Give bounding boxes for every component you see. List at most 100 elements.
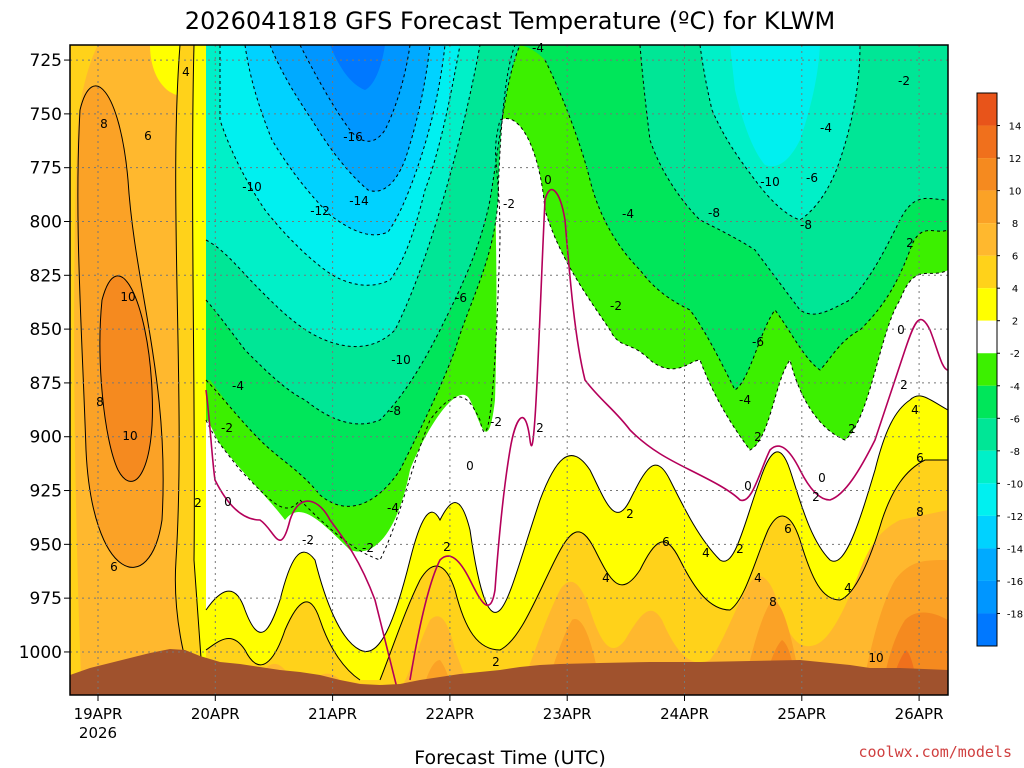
colorbar-bin (977, 158, 997, 191)
contour-dashed (244, 45, 446, 236)
y-tick-label: 900 (30, 428, 62, 448)
colorbar-bin (977, 125, 997, 159)
grid-lines (70, 45, 948, 695)
terrain (70, 649, 948, 695)
contour-label: -14 (349, 194, 369, 208)
contour-label: 2 (194, 496, 202, 510)
contour-label: 2 (900, 378, 908, 392)
y-axis: 725 750 775 800 825 850 875 900 925 950 975 1000 (19, 51, 70, 663)
contour-dashed (269, 45, 431, 192)
contour-label: -10 (391, 353, 411, 367)
y-tick-label: 925 (30, 482, 62, 502)
band-cold-18-20 (330, 45, 385, 90)
colorbar-tick-label: -2 (1010, 349, 1020, 360)
colorbar-bin (977, 483, 997, 516)
colorbar-bin (977, 580, 997, 614)
contour-label: 2 (848, 422, 856, 436)
contour-label: 6 (144, 129, 152, 143)
contour-label: -4 (739, 393, 751, 407)
x-tick-label: 22APR (425, 705, 474, 723)
colorbar-tick-label: 4 (1012, 284, 1018, 295)
band-warm-10-12 (99, 275, 153, 482)
x-tick-label: 26APR (895, 705, 944, 723)
band-cold-10-12-east (730, 45, 820, 167)
contour-solid (77, 85, 164, 568)
contour-lines (77, 45, 948, 695)
colorbar-bin (977, 353, 997, 386)
contour-label: 6 (662, 535, 670, 549)
contour-label: -4 (232, 379, 244, 393)
x-tick-label: 21APR (308, 705, 357, 723)
colorbar-tick-label: -16 (1007, 577, 1023, 588)
contour-label: 8 (769, 595, 777, 609)
contour-label: 0 (224, 495, 232, 509)
contour-label: 2 (906, 236, 914, 250)
contour-label: -4 (820, 121, 832, 135)
contour-dashed (205, 45, 861, 348)
contour-label: 8 (96, 395, 104, 409)
contour-label: 0 (544, 173, 552, 187)
colorbar-frame (976, 92, 998, 647)
contour-label: 4 (844, 581, 852, 595)
contour-label: -8 (389, 404, 401, 418)
contour-label: -6 (455, 291, 467, 305)
colorbar-tick-label: -12 (1007, 512, 1023, 523)
plot-area (70, 45, 948, 695)
plot-frame (69, 44, 949, 696)
y-tick-label: 725 (30, 51, 62, 71)
x-tick-label: 20APR (191, 705, 240, 723)
y-tick-label: 875 (30, 374, 62, 394)
contour-label: -16 (343, 130, 363, 144)
contour-label: -4 (622, 207, 634, 221)
contour-label: -2 (503, 197, 515, 211)
colorbar-tick-label: -10 (1007, 479, 1023, 490)
credit-text: coolwx.com/models (858, 743, 1012, 761)
contour-solid (99, 275, 153, 482)
x-axis: 19APR 20APR 21APR 22APR 23APR 24APR 25APR 26APR (74, 695, 944, 723)
contour-label: -6 (752, 335, 764, 349)
band-warm-4-6 (70, 45, 98, 695)
contour-dashed (205, 45, 948, 507)
colorbar-tick-label: -4 (1010, 382, 1020, 393)
colorbar-bin (977, 288, 997, 321)
contour-label: 2 (754, 430, 762, 444)
contour-label: 2 (812, 490, 820, 504)
contour-label: 10 (120, 290, 135, 304)
colorbar-bin (977, 320, 997, 354)
contour-label: 2 (443, 540, 451, 554)
colorbar-bin (977, 548, 997, 581)
x-tick-label: 24APR (660, 705, 709, 723)
contour-label: -10 (242, 180, 262, 194)
contour-label: 0 (897, 323, 905, 337)
contour-label: 4 (911, 403, 919, 417)
contour-label: -2 (898, 74, 910, 88)
zero-isotherm (205, 188, 948, 695)
contour-label: 8 (916, 505, 924, 519)
x-year-label: 2026 (79, 724, 117, 742)
colorbar-tick-label: 12 (1009, 154, 1022, 165)
colorbar-tick-label: 10 (1009, 187, 1022, 198)
contour-label: -2 (490, 415, 502, 429)
y-tick-label: 950 (30, 535, 62, 555)
contour-label: 4 (754, 571, 762, 585)
contour-label: -8 (708, 206, 720, 220)
contour-label: 0 (466, 459, 474, 473)
colorbar: 14 12 10 8 6 4 2 -2 -4 -6 -8 -10 -12 -14 -16 -18 (976, 92, 1023, 647)
x-axis-label: Forecast Time (UTC) (414, 747, 605, 768)
contour-label: -10 (760, 175, 780, 189)
colorbar-bin (977, 223, 997, 256)
contour-label: -2 (221, 421, 233, 435)
x-tick-label: 25APR (777, 705, 826, 723)
y-tick-label: 825 (30, 266, 62, 286)
contour-label: -4 (387, 501, 399, 515)
contour-label: 2 (492, 655, 500, 669)
y-tick-label: 775 (30, 159, 62, 179)
colorbar-bin (977, 450, 997, 484)
colorbar-tick-label: 2 (1012, 317, 1018, 328)
contour-label: 6 (110, 560, 118, 574)
contour-label: 8 (100, 117, 108, 131)
contour-label: -2 (302, 533, 314, 547)
contour-solid (205, 459, 948, 681)
